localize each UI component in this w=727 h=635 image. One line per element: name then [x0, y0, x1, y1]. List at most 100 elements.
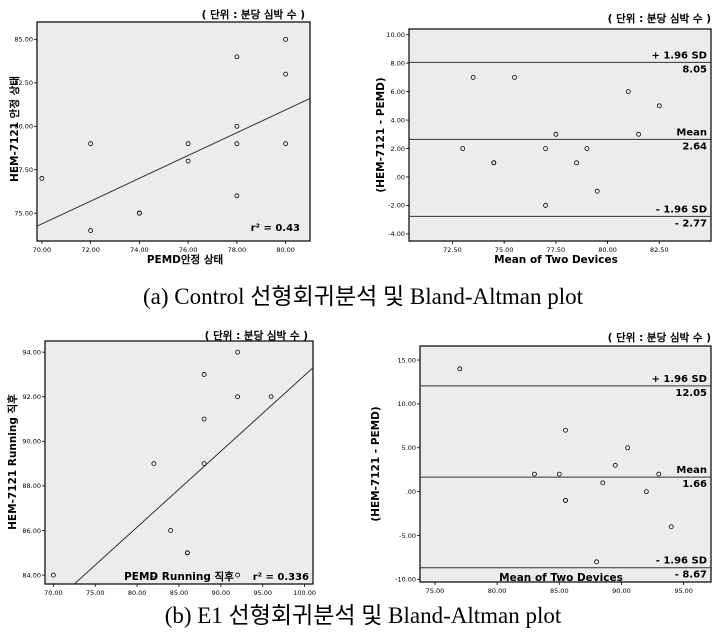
unit-note: ( 단위 : 분당 심박 수 )	[205, 329, 308, 342]
reference-line-value: - 2.77	[675, 218, 707, 229]
data-point	[88, 141, 94, 147]
y-tick-label: 2.00	[391, 145, 405, 153]
x-tick-label: 75.00	[426, 587, 445, 595]
data-point	[283, 36, 289, 42]
x-tick-label: 75.00	[86, 589, 105, 597]
x-tick-label: 76.00	[179, 246, 198, 254]
data-point	[201, 461, 207, 467]
data-point	[88, 228, 94, 233]
y-tick-label: .00	[395, 173, 405, 181]
data-point	[594, 559, 599, 565]
data-point	[201, 416, 207, 422]
data-point	[656, 103, 662, 109]
data-point	[543, 203, 548, 208]
data-point	[151, 572, 157, 578]
y-tick-label: 85.00	[14, 36, 33, 44]
reference-line-value: 12.05	[675, 388, 707, 399]
y-axis-label: HEM-7121 Running 직후	[6, 394, 19, 530]
reference-line-label: - 1.96 SD	[656, 556, 707, 567]
x-tick-label: 70.00	[33, 246, 52, 254]
data-point	[625, 89, 631, 95]
data-point	[234, 54, 240, 60]
data-point	[151, 461, 157, 467]
data-point	[268, 394, 274, 400]
x-tick-label: 95.00	[253, 589, 272, 597]
x-tick-label: 77.50	[547, 246, 566, 254]
y-tick-label: -2.00	[388, 202, 405, 210]
data-point	[543, 146, 548, 151]
y-axis-label: HEM-7121 안정 상태	[8, 76, 21, 182]
y-tick-label: 4.00	[391, 116, 405, 124]
data-point	[625, 445, 631, 451]
regression-line	[37, 98, 310, 227]
x-tick-label: 100.00	[293, 589, 316, 597]
y-tick-label: 92.00	[22, 393, 41, 401]
x-tick-label: 80.00	[488, 587, 507, 595]
plot-area	[419, 345, 712, 583]
x-tick-label: 95.00	[674, 587, 693, 595]
panel-b-left-regression: ( 단위 : 분당 심박 수 ) 70.00 75.00 80.00 85.00 90.0…	[6, 329, 316, 597]
y-tick-label: 94.00	[22, 348, 41, 356]
r-squared-annotation: r² = 0.43	[251, 223, 300, 234]
data-point	[235, 394, 241, 400]
y-axis-label: (HEM-7121 - PEMD)	[370, 406, 382, 521]
data-point	[491, 160, 497, 166]
reference-line-value: 1.66	[682, 479, 707, 490]
reference-line-value: 2.64	[682, 141, 707, 152]
x-axis-label: Mean of Two Devices	[499, 572, 623, 584]
y-axis-label: (HEM-7121 - PEMD)	[375, 77, 387, 192]
reference-line-label: Mean	[676, 127, 707, 138]
data-point	[668, 524, 674, 530]
y-tick-label: 6.00	[391, 88, 405, 96]
data-point	[553, 131, 559, 137]
data-point	[234, 141, 240, 147]
unit-note: ( 단위 : 분당 심박 수 )	[608, 331, 711, 344]
data-point	[636, 131, 642, 137]
y-tick-label: 15.00	[397, 356, 416, 364]
plot-area	[36, 21, 311, 242]
y-tick-label: 10.00	[386, 31, 405, 39]
plot-area	[408, 28, 712, 242]
reference-line-label: + 1.96 SD	[651, 50, 707, 61]
y-tick-label: 82.50	[14, 79, 33, 87]
data-point	[185, 141, 191, 147]
data-point	[600, 480, 606, 486]
data-point	[39, 176, 45, 181]
x-tick-label: 78.00	[228, 246, 247, 254]
x-tick-label: 72.50	[443, 246, 462, 254]
data-point	[234, 193, 240, 199]
panel-a-left-regression: ( 단위 : 분당 심박 수 ) 70.00 72.00 74.00 76.00 78.0…	[8, 8, 311, 266]
data-point	[532, 471, 537, 477]
x-axis-label: PEMD Running 직후	[124, 570, 234, 583]
x-axis-label: PEMD안정 상태	[147, 253, 223, 266]
data-point	[594, 188, 600, 194]
x-tick-label: 74.00	[130, 246, 149, 254]
data-point	[512, 74, 517, 80]
y-tick-label: 86.00	[22, 527, 41, 535]
reference-line-label: Mean	[676, 465, 707, 476]
data-point	[184, 550, 190, 556]
y-tick-label: 8.00	[391, 59, 405, 67]
data-point	[612, 462, 618, 468]
y-tick-label: 10.00	[397, 400, 416, 408]
data-point	[457, 366, 463, 372]
y-tick-label: -4.00	[388, 230, 405, 238]
data-point	[136, 210, 142, 216]
x-tick-label: 70.00	[44, 589, 63, 597]
y-tick-label: -5.00	[399, 532, 416, 540]
data-point	[556, 471, 562, 477]
x-tick-label: 80.00	[276, 246, 295, 254]
plot-area	[44, 340, 314, 585]
panel-a-right-bland-altman: ( 단위 : 분당 심박 수 ) 72.50 75.00 77.50 80.00 82.5…	[375, 12, 712, 266]
data-point	[283, 141, 289, 147]
data-point	[201, 372, 207, 377]
reference-line-value: - 8.67	[675, 570, 707, 581]
x-tick-label: 90.00	[612, 587, 631, 595]
data-point	[470, 74, 476, 80]
reference-line-label: - 1.96 SD	[656, 204, 707, 215]
y-tick-label: 90.00	[22, 438, 41, 446]
data-point	[235, 349, 241, 355]
r-squared-annotation: r² = 0.336	[253, 572, 309, 583]
data-point	[283, 71, 289, 77]
